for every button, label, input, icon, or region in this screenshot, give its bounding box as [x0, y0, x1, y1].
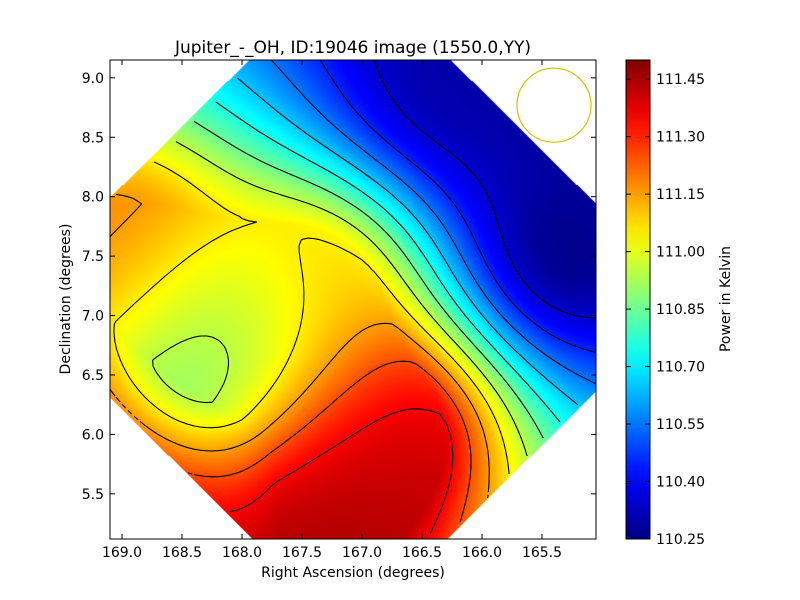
x-tick-label: 168.0: [222, 545, 262, 561]
colorbar-tick-label: 110.85: [656, 302, 705, 318]
y-tick-label: 9.0: [82, 71, 104, 87]
colorbar-tick-label: 110.55: [656, 417, 705, 433]
y-tick-label: 8.0: [82, 190, 104, 206]
contour-line-10: [229, 408, 454, 535]
contour-line-4: [215, 101, 561, 423]
chart-title: Jupiter_-_OH, ID:19046 image (1550.0,YY): [174, 38, 531, 58]
x-tick-label: 168.5: [162, 545, 202, 561]
y-tick-label: 6.0: [82, 427, 104, 443]
colorbar-label: Power in Kelvin: [718, 246, 734, 352]
y-axis-label: Declination (degrees): [58, 224, 74, 375]
colorbar-scale: [625, 59, 651, 540]
x-tick-label: 166.5: [402, 545, 442, 561]
y-tick-label: 6.5: [82, 368, 104, 384]
x-tick-label: 169.0: [102, 545, 142, 561]
contour-line-9: [187, 360, 472, 523]
x-axis: 169.0 168.5 168.0 167.5 167.0 166.5 166.0 165.5…: [102, 60, 562, 581]
colorbar-tick-label: 110.70: [656, 360, 705, 376]
colorbar-tick-label: 111.45: [656, 72, 705, 88]
heatmap-image: [110, 60, 596, 539]
y-tick-label: 8.5: [82, 130, 104, 146]
colorbar-tick-label: 111.00: [656, 245, 705, 261]
y-axis: 5.5 6.0 6.5 7.0 7.5 8.0 8.5 9.0 Declination (de…: [58, 71, 596, 503]
contour-line-5: [193, 120, 544, 439]
y-tick-label: 7.5: [82, 249, 104, 265]
x-tick-label: 165.5: [522, 545, 562, 561]
contour-line-1: [319, 59, 597, 353]
colorbar: 111.45 111.30 111.15 111.00 110.85 110.70 110.…: [625, 59, 734, 548]
colorbar-tick-label: 111.15: [656, 187, 705, 203]
contour-lines: [109, 59, 597, 535]
y-tick-label: 7.0: [82, 309, 104, 325]
x-tick-label: 167.5: [282, 545, 322, 561]
colorbar-tick-label: 110.40: [656, 475, 705, 491]
plot-area: [109, 59, 597, 540]
contour-line-7: [113, 161, 510, 475]
plot-frame: [109, 59, 597, 540]
contour-line-8: [109, 193, 490, 499]
contour-line-0: [373, 59, 597, 319]
contour-line-6: [152, 141, 528, 457]
beam-marker: [516, 67, 592, 143]
x-axis-label: Right Ascension (degrees): [261, 565, 445, 581]
contour-line-3: [237, 77, 579, 406]
colorbar-tick-label: 111.30: [656, 130, 705, 146]
x-tick-label: 167.0: [342, 545, 382, 561]
y-tick-label: 5.5: [82, 487, 104, 503]
x-tick-label: 166.0: [462, 545, 502, 561]
colorbar-tick-label: 110.25: [656, 532, 705, 548]
